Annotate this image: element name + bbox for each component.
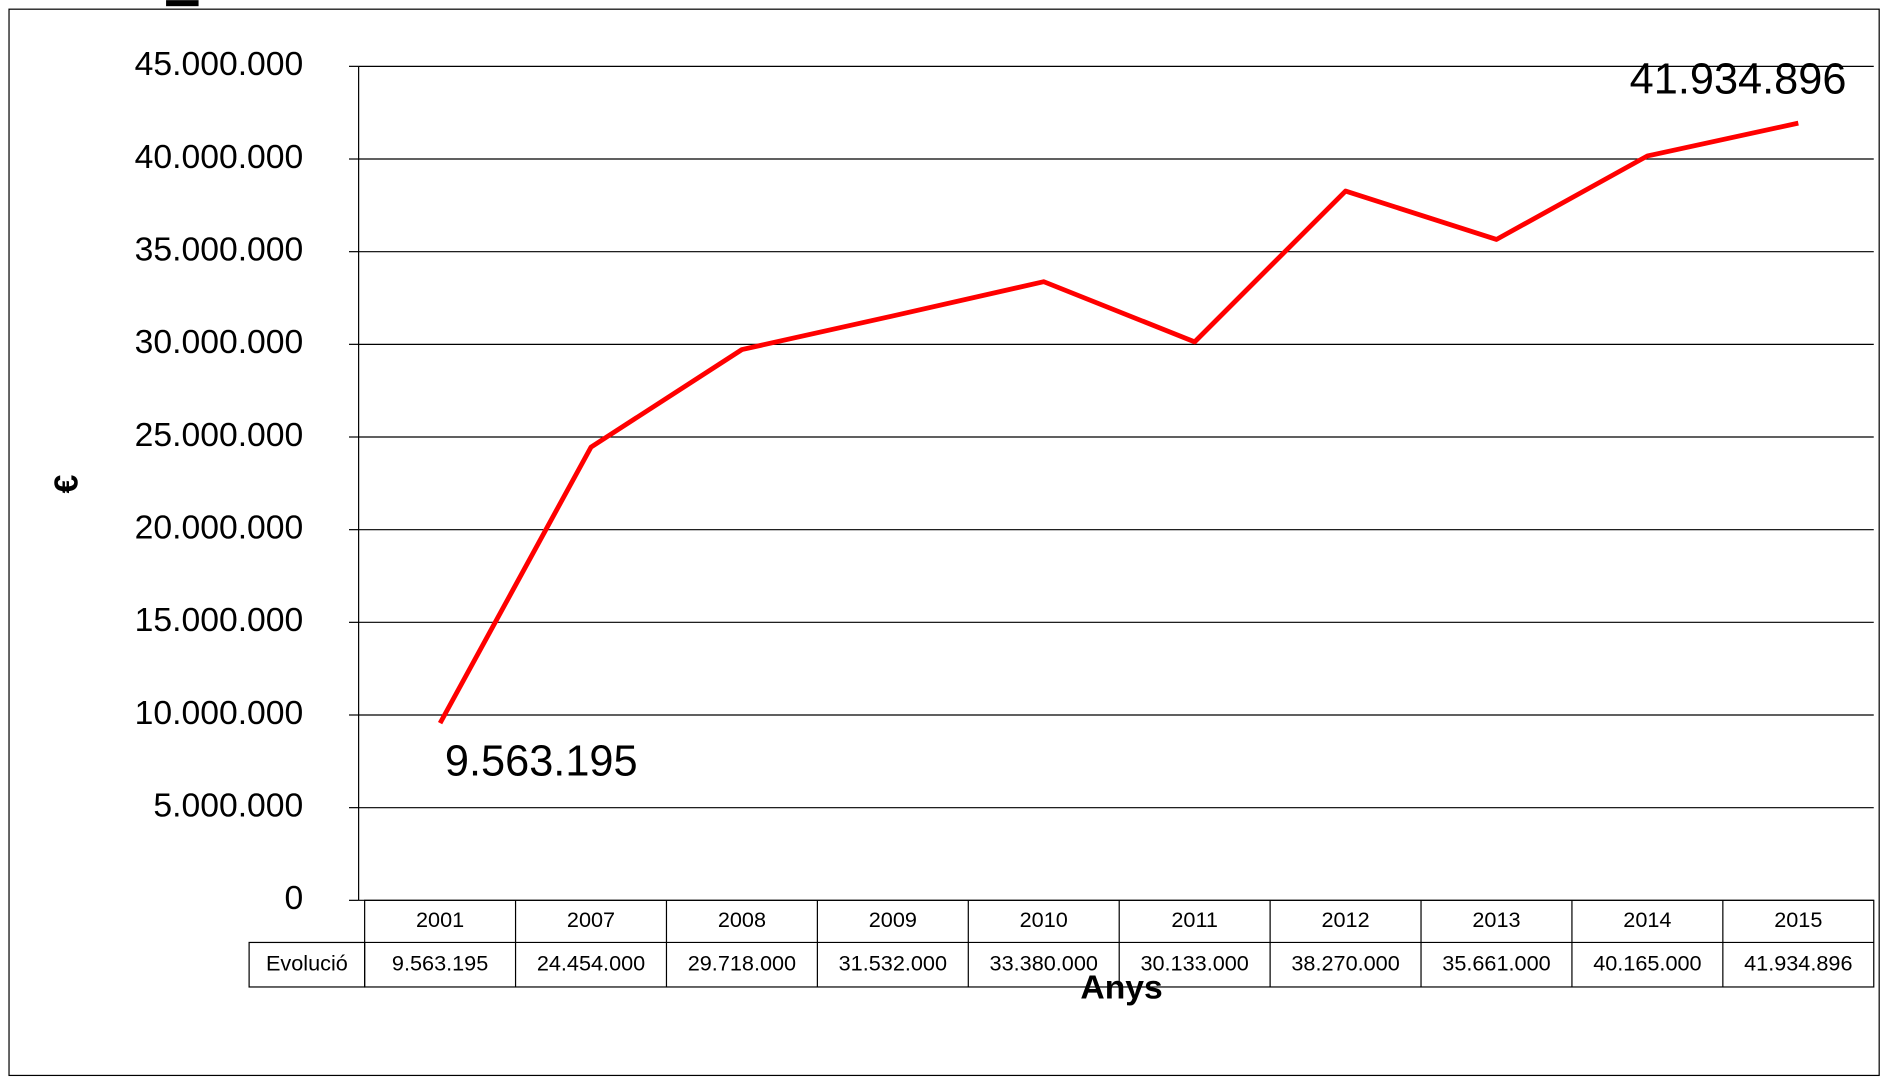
y-tick-label: 40.000.000: [135, 139, 304, 176]
table-value: 40.165.000: [1593, 950, 1701, 975]
y-tick-label: 15.000.000: [135, 602, 304, 639]
table-label-cell: [248, 941, 366, 988]
table-value: 33.380.000: [990, 950, 1098, 975]
table-value: 29.718.000: [688, 950, 796, 975]
y-tick-label: 5.000.000: [153, 788, 303, 825]
corner-mark: [166, 0, 199, 7]
table-value: 30.133.000: [1140, 950, 1248, 975]
table-value: 24.454.000: [537, 950, 645, 975]
x-axis-label: Anys: [1080, 969, 1162, 1006]
legend-label: Evolució: [266, 950, 348, 975]
x-tick-label: 2011: [1171, 907, 1218, 932]
x-tick-label: 2015: [1774, 907, 1822, 932]
x-tick-label: 2007: [567, 907, 615, 932]
y-tick-label: 35.000.000: [135, 232, 304, 269]
x-tick-label: 2014: [1623, 907, 1671, 932]
x-tick-label: 2013: [1472, 907, 1520, 932]
y-tick-label: 30.000.000: [135, 324, 304, 361]
x-tick-label: 2008: [718, 907, 766, 932]
x-tick-label: 2010: [1020, 907, 1068, 932]
y-tick-label: 20.000.000: [135, 510, 304, 547]
y-tick-label: 0: [285, 880, 304, 917]
y-tick-label: 25.000.000: [135, 417, 304, 454]
table-value: 35.661.000: [1442, 950, 1550, 975]
y-tick-label: 10.000.000: [135, 695, 304, 732]
table-value: 31.532.000: [839, 950, 947, 975]
x-tick-label: 2001: [416, 907, 464, 932]
y-tick-label: 45.000.000: [135, 46, 304, 83]
table-value: 41.934.896: [1744, 950, 1852, 975]
x-tick-label: 2012: [1321, 907, 1369, 932]
x-tick-label: 2009: [869, 907, 917, 932]
data-label: 41.934.896: [1630, 56, 1847, 104]
line-series: [437, 120, 1799, 725]
chart-border: [8, 8, 1880, 1077]
table-value: 9.563.195: [392, 950, 488, 975]
data-label: 9.563.195: [445, 737, 638, 785]
y-axis-label: €: [49, 474, 86, 493]
table-value: 38.270.000: [1291, 950, 1399, 975]
